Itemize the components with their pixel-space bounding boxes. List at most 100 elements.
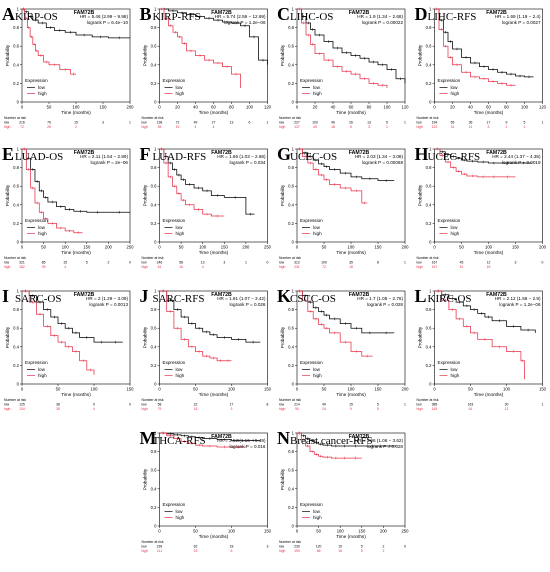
logrank-p-text: logrank P = 1.2e−06: [224, 20, 266, 25]
panel-title: THCA-RFS: [153, 435, 206, 447]
y-axis-label: Probability: [5, 44, 10, 66]
km-curve-high: [159, 290, 232, 362]
x-tick-label: 120: [539, 105, 547, 110]
y-tick-label: 0.4: [13, 62, 19, 67]
legend-label-high: high: [38, 91, 47, 96]
y-tick-label: 0.8: [426, 165, 432, 170]
x-tick-label: 100: [348, 245, 356, 250]
x-tick-label: 250: [402, 529, 410, 534]
y-tick-label: 0.2: [151, 81, 157, 86]
risk-table-header: Number at risk: [279, 116, 301, 120]
gene-label: FAM72B: [74, 10, 95, 16]
x-tick-label: 20: [175, 105, 180, 110]
risk-value-low: 8: [377, 261, 379, 265]
risk-value-low: 385: [432, 403, 438, 407]
logrank-p-text: logrank P = 0.0013: [89, 302, 128, 307]
y-tick-label: 0: [429, 382, 432, 387]
risk-table-header: Number at risk: [142, 116, 164, 120]
panel-title: KIRP-OS: [15, 11, 58, 23]
risk-value-low: 1: [245, 261, 247, 265]
risk-value-low: 15: [63, 261, 67, 265]
panel-title: SARC-RFS: [153, 293, 205, 305]
risk-value-high: 3: [231, 407, 233, 411]
y-tick-label: 0.8: [151, 25, 157, 30]
risk-row-label-high: high: [417, 407, 424, 411]
x-tick-label: 100: [228, 529, 236, 534]
risk-value-low: 65: [451, 121, 455, 125]
x-tick-label: 40: [331, 105, 336, 110]
hazard-ratio-text: HR = 2 (1.29 − 3.09): [86, 296, 128, 301]
risk-value-low: 100: [321, 261, 327, 265]
risk-value-low: 13: [367, 121, 371, 125]
panel-k: 0 0.2 0.4 0.6 0.8 1 0 50 100 150 200 Probability Tim…: [277, 286, 409, 411]
risk-value-high: 18: [194, 407, 198, 411]
x-tick-label: 0: [296, 387, 299, 392]
y-tick-label: 0.8: [426, 25, 432, 30]
risk-value-high: 4: [93, 407, 95, 411]
risk-row-label-high: high: [142, 265, 149, 269]
risk-value-low: 239: [157, 545, 163, 549]
x-axis-label: Time (months): [61, 392, 91, 397]
y-axis-label: Probability: [5, 184, 10, 206]
legend-label-low: low: [451, 367, 459, 372]
panel-title: SARC-OS: [15, 293, 61, 305]
panel-title: KIRC-OS: [428, 293, 472, 305]
y-axis-label: Probability: [418, 184, 423, 206]
legend-title: Expression: [300, 78, 323, 83]
risk-value-low: 2: [107, 261, 109, 265]
y-tick-label: 0: [17, 240, 20, 245]
y-axis-label: Probability: [143, 326, 148, 348]
km-curve-low: [434, 290, 536, 333]
risk-value-low: 18: [230, 545, 234, 549]
risk-row-label-low: low: [142, 545, 148, 549]
x-axis-label: Time (months): [336, 534, 366, 539]
y-tick-label: 0.6: [13, 184, 19, 189]
y-tick-label: 0: [429, 240, 432, 245]
risk-value-low: 321: [19, 261, 25, 265]
x-tick-label: 60: [486, 105, 491, 110]
risk-row-label-high: high: [142, 125, 149, 129]
risk-value-low: 8: [267, 403, 269, 407]
y-tick-label: 0.2: [426, 363, 432, 368]
y-axis-label: Probability: [5, 326, 10, 348]
panel-title: KIRP-RFS: [153, 11, 201, 23]
y-tick-label: 0: [292, 382, 295, 387]
y-tick-label: 0.6: [151, 468, 157, 473]
plot-frame: [296, 148, 406, 243]
risk-table-header: Number at risk: [417, 256, 439, 260]
gene-label: FAM72B: [486, 150, 507, 156]
y-tick-label: 0: [154, 524, 157, 529]
x-tick-label: 0: [296, 529, 299, 534]
risk-row-label-high: high: [4, 407, 11, 411]
x-tick-label: 0: [158, 387, 161, 392]
panel-i: 0 0.2 0.4 0.6 0.8 1 0 50 100 150 Probability Time (…: [2, 286, 134, 411]
panel-letter: E: [2, 144, 14, 164]
gene-label: FAM72B: [211, 434, 232, 440]
x-axis-label: Time (months): [474, 110, 504, 115]
risk-value-high: 19: [176, 125, 180, 129]
x-tick-label: 100: [228, 387, 236, 392]
plot-frame: [434, 8, 543, 103]
gene-label: FAM72B: [486, 10, 507, 16]
km-curve-low: [159, 148, 255, 215]
y-tick-label: 0.4: [151, 62, 157, 67]
logrank-p-text: logrank P = 6.4e−10: [87, 20, 129, 25]
risk-value-high: 12: [505, 407, 509, 411]
x-tick-label: 100: [503, 387, 511, 392]
risk-table-header: Number at risk: [142, 540, 164, 544]
y-tick-label: 0.6: [288, 44, 294, 49]
y-tick-label: 0.6: [426, 326, 432, 331]
hazard-ratio-text: HR = 2.11 (1.54 − 2.89): [80, 154, 128, 159]
risk-value-low: 13: [230, 121, 234, 125]
legend-label-low: low: [38, 85, 46, 90]
risk-value-low: 5: [86, 261, 88, 265]
risk-value-high: 35: [56, 407, 60, 411]
y-tick-label: 0.8: [288, 307, 294, 312]
risk-value-low: 194: [432, 121, 438, 125]
logrank-p-text: logrank P = 1.2e−06: [499, 302, 541, 307]
y-tick-label: 0.8: [151, 449, 157, 454]
panel-letter: M: [140, 428, 157, 448]
logrank-p-text: logrank P = 0.028: [367, 444, 403, 449]
x-tick-label: 0: [433, 387, 436, 392]
x-tick-label: 100: [337, 529, 345, 534]
